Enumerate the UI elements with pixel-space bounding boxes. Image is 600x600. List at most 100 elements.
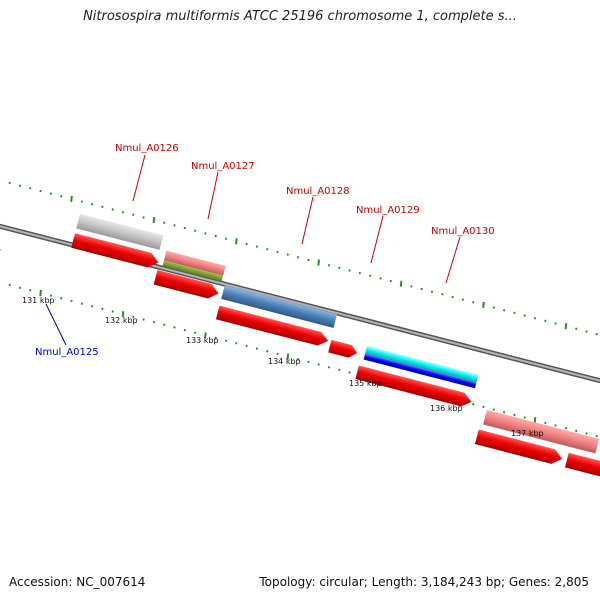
feature-cyan-bar-0130[interactable] (365, 345, 479, 383)
minor-tick (80, 302, 83, 305)
feature-red-arrow-0128a[interactable] (215, 305, 330, 348)
minor-tick (296, 357, 300, 361)
feature-red-arrow-right[interactable] (474, 429, 564, 467)
minor-tick (430, 290, 434, 293)
major-tick (152, 217, 156, 224)
major-tick (564, 323, 568, 330)
minor-tick (60, 195, 63, 198)
feature-steelblue-bar-0128[interactable] (221, 285, 338, 328)
minor-tick (224, 237, 228, 240)
minor-tick (60, 297, 63, 300)
feature-olive-bar-0127[interactable] (162, 260, 224, 282)
minor-tick (111, 208, 114, 211)
feature-blue-arrow-small[interactable] (0, 244, 1, 261)
major-tick (533, 417, 537, 424)
major-tick (121, 311, 125, 318)
kbp-label-136: 136 kbp (430, 404, 463, 413)
position-labels: 131 kbp 132 kbp 133 kbp 134 kbp 135 kbp … (22, 296, 544, 438)
kbp-label-133: 133 kbp (186, 336, 219, 345)
feature-pink-bar-right[interactable] (483, 409, 600, 454)
kbp-label-131: 131 kbp (22, 296, 55, 305)
minor-tick (49, 294, 53, 297)
major-tick (482, 301, 485, 308)
minor-tick (214, 336, 217, 340)
minor-tick (379, 277, 382, 280)
minor-tick (544, 319, 547, 323)
minor-tick (420, 287, 423, 291)
feature-red-arrow-0129[interactable] (328, 339, 358, 360)
minor-tick (513, 413, 516, 417)
minor-tick (8, 283, 11, 287)
minor-tick (49, 192, 53, 195)
minor-tick (441, 293, 444, 296)
feature-pink-bar-0127[interactable] (164, 250, 226, 276)
minor-tick (595, 434, 598, 438)
minor-tick (101, 205, 104, 209)
minor-tick (482, 405, 485, 409)
major-tick (39, 289, 42, 297)
major-tick (317, 259, 320, 266)
minor-tick (523, 314, 526, 317)
feature-red-arrow-0130[interactable] (355, 365, 473, 409)
minor-tick (80, 200, 83, 203)
gene-label-nmul-a0128[interactable]: Nmul_A0128 (286, 186, 350, 197)
minor-tick (214, 234, 217, 238)
minor-tick (472, 301, 475, 304)
minor-tick (492, 408, 495, 411)
gene-label-nmul-a0129[interactable]: Nmul_A0129 (356, 205, 420, 216)
minor-tick (132, 315, 135, 319)
minor-tick (8, 181, 11, 185)
minor-tick (575, 327, 578, 331)
minor-tick (204, 232, 207, 235)
feature-red-arrow-right-2[interactable] (564, 452, 600, 477)
minor-tick (132, 213, 135, 217)
minor-tick (39, 189, 42, 193)
gene-label-nmul-a0130[interactable]: Nmul_A0130 (431, 226, 495, 237)
tick-row-outer (8, 181, 598, 336)
minor-tick (101, 307, 104, 311)
minor-tick (554, 424, 557, 427)
minor-tick (29, 289, 32, 292)
major-tick (235, 238, 238, 245)
feature-red-arrow-0126[interactable] (71, 233, 160, 270)
minor-tick (193, 331, 197, 334)
minor-tick (142, 318, 145, 321)
gene-label-nmul-a0127[interactable]: Nmul_A0127 (191, 161, 255, 172)
minor-tick (492, 306, 495, 309)
minor-tick (111, 310, 114, 313)
minor-tick (472, 403, 475, 406)
kbp-label-137: 137 kbp (511, 429, 544, 438)
minor-tick (585, 432, 588, 435)
minor-tick (338, 266, 341, 270)
minor-tick (451, 295, 454, 299)
minor-tick (152, 320, 156, 324)
minor-tick (523, 416, 526, 419)
minor-tick (358, 271, 362, 275)
minor-tick (70, 299, 73, 303)
feature-blue-bar-0130[interactable] (363, 353, 477, 389)
minor-tick (235, 342, 238, 345)
minor-tick (121, 210, 125, 214)
minor-tick (575, 429, 578, 433)
feature-gray-bar[interactable] (76, 213, 164, 250)
map-title: Nitrosospira multiformis ATCC 25196 chro… (83, 9, 517, 24)
minor-tick (90, 202, 94, 206)
minor-tick (183, 226, 186, 230)
gene-labels[interactable]: Nmul_A0126 Nmul_A0127 Nmul_A0128 Nmul_A0… (35, 143, 495, 358)
feature-red-arrow-0127[interactable] (153, 270, 221, 301)
feature-track[interactable] (0, 176, 600, 477)
minor-tick (513, 311, 516, 315)
minor-tick (266, 350, 269, 353)
gene-label-nmul-a0126[interactable]: Nmul_A0126 (115, 143, 179, 154)
minor-tick (255, 245, 259, 248)
major-tick (204, 332, 207, 339)
gene-label-nmul-a0125[interactable]: Nmul_A0125 (35, 347, 99, 358)
major-tick (399, 280, 403, 287)
minor-tick (245, 242, 248, 246)
minor-tick (183, 328, 186, 332)
minor-tick (307, 360, 310, 364)
minor-tick (338, 368, 341, 372)
minor-tick (18, 286, 22, 289)
minor-tick (533, 316, 537, 320)
